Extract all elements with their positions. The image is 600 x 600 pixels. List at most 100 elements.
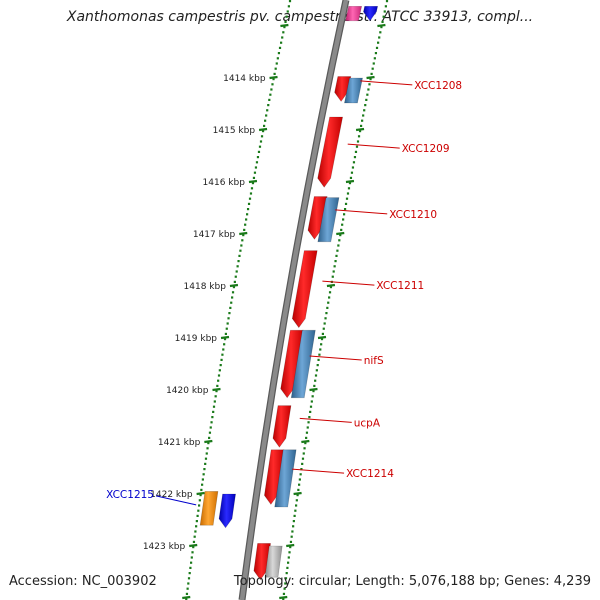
gene-xcc1211[interactable] xyxy=(291,250,318,329)
gene-feature[interactable] xyxy=(317,197,340,243)
gene-xcc1208[interactable] xyxy=(334,76,352,102)
label-leader xyxy=(292,468,345,474)
gene-box xyxy=(199,491,219,526)
sequence-backbone xyxy=(239,0,349,600)
topology-text: Topology: circular; Length: 5,076,188 bp… xyxy=(233,574,591,589)
gene-arrow xyxy=(363,5,379,22)
tick-label: 1414 kbp xyxy=(223,74,266,84)
gene-xcc1215[interactable] xyxy=(218,493,236,529)
label-leader xyxy=(299,417,352,423)
major-tick xyxy=(377,23,386,28)
gene-arrow xyxy=(264,449,285,505)
tick-label: 1419 kbp xyxy=(175,334,218,344)
label-leader xyxy=(322,280,375,286)
gene-box xyxy=(274,449,297,508)
label-leader xyxy=(360,80,413,86)
major-tick xyxy=(212,387,221,392)
major-tick xyxy=(317,335,327,340)
gene-arrow xyxy=(334,76,352,102)
tick-label: 1417 kbp xyxy=(193,230,236,240)
gene-box xyxy=(345,5,363,22)
tick-label: 1415 kbp xyxy=(213,126,256,136)
gene-feature[interactable] xyxy=(345,5,363,22)
label-xcc1215[interactable]: XCC1215 xyxy=(106,489,197,506)
gene-label: XCC1214 xyxy=(346,468,394,480)
label-xcc1214[interactable]: XCC1214 xyxy=(292,468,394,480)
gene-features xyxy=(199,5,379,581)
major-tick xyxy=(258,127,268,132)
tick-label: 1416 kbp xyxy=(203,178,246,188)
gene-box xyxy=(290,329,316,399)
gene-arrow xyxy=(307,196,328,240)
gene-label: XCC1215 xyxy=(106,489,154,501)
gene-ucpa[interactable] xyxy=(272,405,292,448)
major-tick xyxy=(366,75,375,80)
label-leader xyxy=(347,143,400,149)
gene-arrow xyxy=(280,329,304,399)
major-tick xyxy=(336,231,345,236)
backbone-shadow xyxy=(238,0,350,600)
gene-feature[interactable] xyxy=(274,449,297,508)
gene-box xyxy=(317,197,340,243)
gene-box xyxy=(264,545,283,578)
label-xcc1209[interactable]: XCC1209 xyxy=(347,143,450,155)
tick-label: 1422 kbp xyxy=(150,490,193,500)
gene-labels: XCC1208 XCC1209 XCC1210 XCC1211 nifS ucpA XCC1… xyxy=(106,80,462,506)
tick-label: 1423 kbp xyxy=(143,542,186,552)
major-tick xyxy=(326,283,336,288)
map-title: Xanthomonas campestris pv. campestris st… xyxy=(66,9,534,25)
gene-arrow xyxy=(317,116,344,188)
major-tick xyxy=(189,543,198,548)
major-tick xyxy=(182,595,191,600)
tick-ring-outer xyxy=(279,0,389,600)
label-nifs[interactable]: nifS xyxy=(309,355,384,367)
gene-xcc1214[interactable] xyxy=(264,449,285,505)
label-leader xyxy=(155,495,197,506)
gene-label: XCC1210 xyxy=(389,209,437,221)
gene-label: XCC1208 xyxy=(414,80,462,92)
tick-label: 1420 kbp xyxy=(166,386,209,396)
gene-box xyxy=(344,77,363,104)
label-xcc1211[interactable]: XCC1211 xyxy=(322,280,424,292)
major-tick xyxy=(301,439,310,444)
label-xcc1210[interactable]: XCC1210 xyxy=(335,209,437,221)
accession-text: Accession: NC_003902 xyxy=(9,574,157,589)
major-tick xyxy=(229,283,239,288)
tick-ring-inner: 1414 kbp 1415 kbp 1416 kbp 1417 kbp 1418 kbp… xyxy=(143,0,292,600)
major-tick xyxy=(345,179,355,184)
gene-feature[interactable] xyxy=(199,491,219,526)
major-tick xyxy=(309,387,318,392)
gene-feature[interactable] xyxy=(290,329,316,399)
major-tick xyxy=(196,491,205,496)
major-tick xyxy=(280,23,289,28)
major-tick xyxy=(239,231,248,236)
gene-label: XCC1209 xyxy=(402,143,450,155)
gene-nifs[interactable] xyxy=(280,329,304,399)
gene-arrow xyxy=(291,250,318,329)
gene-label: ucpA xyxy=(354,417,381,429)
label-xcc1208[interactable]: XCC1208 xyxy=(360,80,462,92)
gene-feature[interactable] xyxy=(264,545,283,578)
gene-arrow xyxy=(218,493,236,529)
gene-arrow xyxy=(272,405,292,448)
major-tick xyxy=(293,491,302,496)
tick-label: 1421 kbp xyxy=(158,438,201,448)
gene-xcc1210[interactable] xyxy=(307,196,328,240)
label-leader xyxy=(309,355,362,361)
major-tick xyxy=(286,543,295,548)
major-tick xyxy=(204,439,213,444)
tick-label: 1418 kbp xyxy=(184,282,227,292)
gene-feature[interactable] xyxy=(344,77,363,104)
major-tick xyxy=(269,75,278,80)
major-tick xyxy=(355,127,365,132)
gene-label: nifS xyxy=(364,355,384,367)
label-ucpa[interactable]: ucpA xyxy=(299,417,381,429)
major-tick xyxy=(248,179,258,184)
label-leader xyxy=(335,209,388,215)
gene-label: XCC1211 xyxy=(376,280,424,292)
major-tick xyxy=(279,595,288,600)
major-tick xyxy=(220,335,230,340)
gene-feature[interactable] xyxy=(363,5,379,22)
gene-xcc1209[interactable] xyxy=(317,116,344,188)
